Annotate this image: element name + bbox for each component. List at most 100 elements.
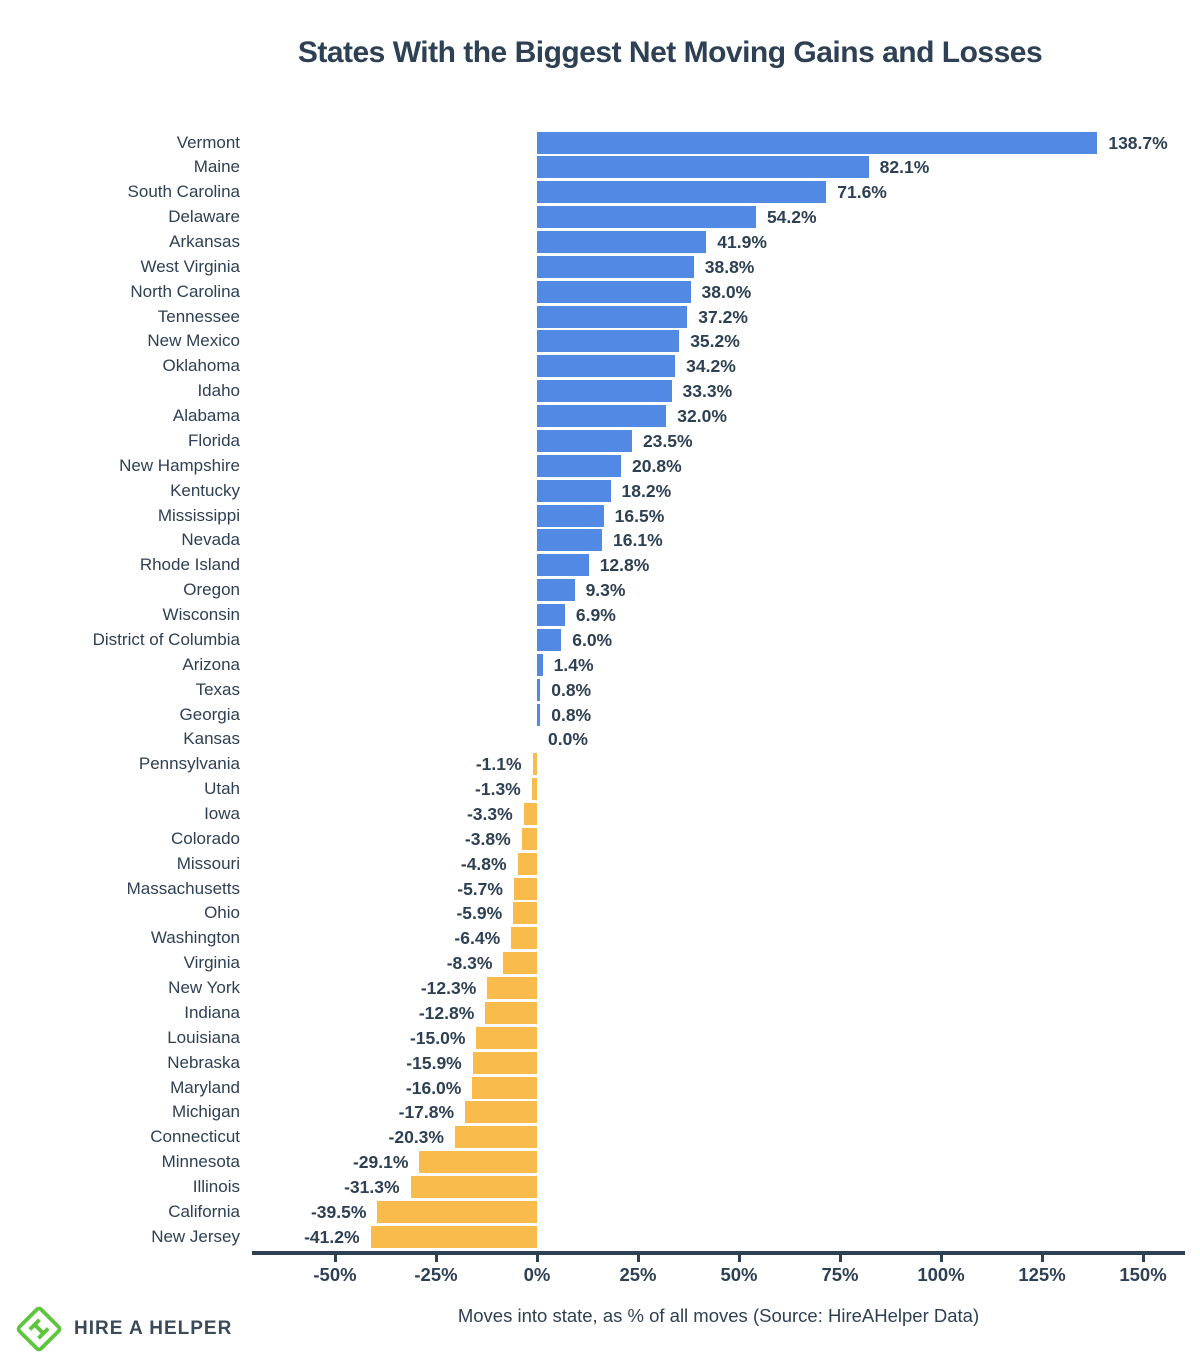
state-label: North Carolina (130, 281, 240, 301)
state-label: District of Columbia (92, 629, 240, 649)
state-label: Utah (204, 779, 240, 799)
bar-positive (537, 305, 688, 328)
state-label: Michigan (171, 1102, 240, 1122)
bar-negative (503, 952, 537, 975)
value-label: 12.8% (599, 555, 650, 576)
value-label: 54.2% (766, 207, 817, 228)
bar-negative (523, 802, 537, 825)
x-axis-tick-mark (535, 1255, 539, 1262)
bar-positive (537, 504, 604, 527)
value-label: 6.0% (572, 629, 613, 650)
value-label: -12.3% (420, 978, 477, 999)
value-label: -15.0% (409, 1027, 466, 1048)
value-label: 34.2% (686, 356, 736, 377)
value-label: 0.8% (551, 704, 592, 725)
bar-positive (537, 703, 541, 726)
bar-negative (517, 852, 537, 875)
state-label: Maryland (170, 1077, 240, 1097)
bar-positive (537, 579, 575, 602)
x-axis-tick-label: 150% (1119, 1264, 1167, 1285)
bar-positive (537, 181, 827, 204)
state-label: Indiana (184, 1002, 240, 1022)
value-label: -1.1% (475, 754, 522, 775)
bar-positive (537, 156, 869, 179)
bar-negative (511, 927, 537, 950)
state-label: Missouri (176, 853, 240, 873)
state-label: Arkansas (169, 231, 240, 251)
x-axis-tick-mark (1141, 1255, 1145, 1262)
value-label: 23.5% (642, 430, 693, 451)
state-label: Nebraska (167, 1052, 240, 1072)
state-label: Virginia (183, 953, 240, 973)
x-axis-tick-label: 75% (821, 1264, 859, 1285)
x-axis-tick-label: -25% (414, 1264, 458, 1285)
bar-positive (537, 429, 632, 452)
x-axis-title: Moves into state, as % of all moves (Sou… (457, 1305, 980, 1326)
bar-positive (537, 380, 672, 403)
bar-positive (537, 554, 589, 577)
x-axis-tick-label: 0% (523, 1264, 551, 1285)
state-label: Oregon (183, 580, 240, 600)
state-label: Iowa (204, 803, 240, 823)
x-axis-tick-mark (1040, 1255, 1044, 1262)
bar-positive (537, 330, 680, 353)
bar-negative (419, 1151, 537, 1174)
bar-positive (537, 131, 1098, 154)
x-axis-tick-label: -50% (313, 1264, 357, 1285)
bar-positive (537, 529, 603, 552)
value-label: 41.9% (717, 231, 767, 252)
bar-negative (454, 1126, 537, 1149)
value-label: 1.4% (553, 654, 594, 675)
x-axis-tick-mark (333, 1255, 337, 1262)
state-label: Washington (150, 928, 240, 948)
value-label: -1.3% (475, 779, 521, 800)
bar-positive (537, 355, 676, 378)
value-label: 9.3% (585, 580, 626, 601)
value-label: 16.5% (614, 505, 665, 526)
bar-negative (410, 1176, 537, 1199)
state-label: Vermont (176, 132, 240, 152)
state-label: Minnesota (161, 1152, 240, 1172)
value-label: -41.2% (304, 1226, 360, 1247)
state-label: Colorado (171, 828, 240, 848)
hireahelper-logo: HIRE A HELPER (16, 1306, 232, 1352)
state-label: Alabama (172, 406, 240, 426)
state-label: Tennessee (157, 306, 240, 326)
x-axis-line (252, 1251, 1185, 1255)
state-label: Louisiana (167, 1027, 240, 1047)
state-label: Connecticut (150, 1127, 240, 1147)
state-label: Kentucky (170, 480, 240, 500)
value-label: -8.3% (446, 953, 493, 974)
state-label: Kansas (183, 729, 240, 749)
state-label: Nevada (181, 530, 240, 550)
bar-negative (472, 1076, 537, 1099)
chart-title: States With the Biggest Net Moving Gains… (297, 36, 1043, 69)
x-axis-tick-mark (939, 1255, 943, 1262)
state-label: New Mexico (147, 331, 240, 351)
state-label: Illinois (192, 1177, 240, 1197)
value-label: -4.8% (460, 853, 507, 874)
bar-positive (537, 206, 756, 229)
bar-positive (537, 678, 541, 701)
x-axis-tick-mark (838, 1255, 842, 1262)
state-label: Georgia (179, 704, 240, 724)
value-label: 0.0% (548, 729, 588, 750)
value-label: 35.2% (690, 331, 740, 352)
value-label: 71.6% (837, 182, 887, 203)
value-label: 33.3% (682, 381, 733, 402)
bar-positive (537, 280, 691, 303)
bar-positive (537, 405, 667, 428)
bar-negative (485, 1001, 537, 1024)
bar-positive (537, 454, 622, 477)
value-label: 37.2% (698, 306, 748, 327)
value-label: 6.9% (575, 605, 616, 626)
bar-negative (465, 1101, 537, 1124)
value-label: -39.5% (310, 1201, 367, 1222)
bar-negative (531, 778, 537, 801)
value-label: 38.0% (701, 281, 752, 302)
hireahelper-logo-icon (16, 1306, 62, 1352)
bar-negative (472, 1051, 537, 1074)
bar-negative (532, 753, 537, 776)
